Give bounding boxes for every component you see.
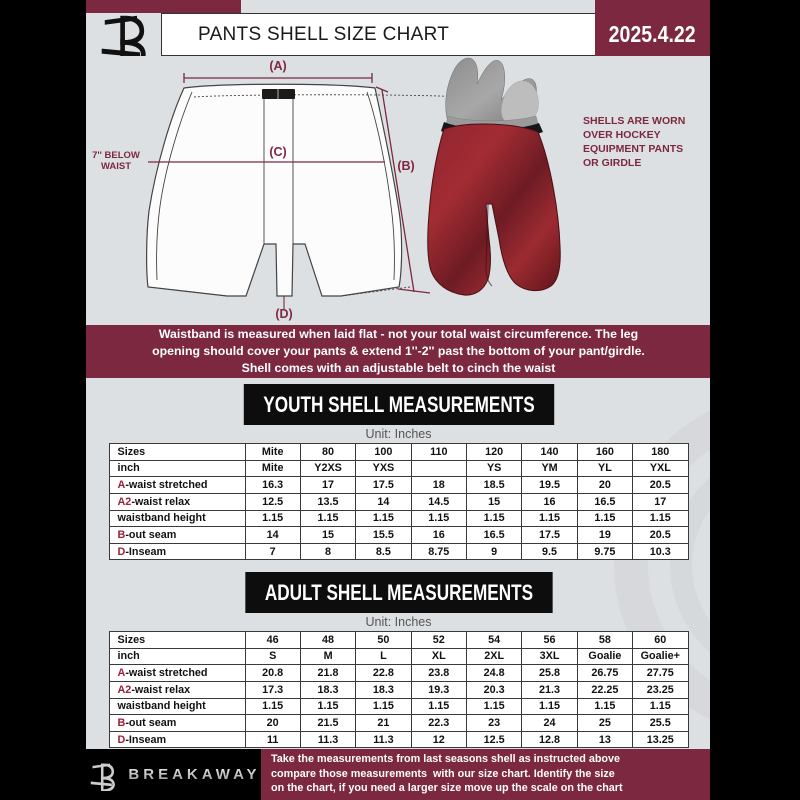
svg-text:(C): (C) (269, 145, 286, 159)
svg-text:(D): (D) (275, 307, 292, 321)
svg-text:OR GIRDLE: OR GIRDLE (583, 157, 641, 169)
svg-text:(A): (A) (269, 59, 286, 73)
svg-text:WAIST: WAIST (101, 161, 131, 172)
svg-text:OVER HOCKEY: OVER HOCKEY (583, 129, 661, 141)
svg-text:EQUIPMENT PANTS: EQUIPMENT PANTS (583, 143, 683, 155)
svg-text:7'' BELOW: 7'' BELOW (92, 150, 140, 161)
svg-text:(B): (B) (397, 159, 414, 173)
svg-text:SHELLS ARE WORN: SHELLS ARE WORN (583, 115, 685, 127)
